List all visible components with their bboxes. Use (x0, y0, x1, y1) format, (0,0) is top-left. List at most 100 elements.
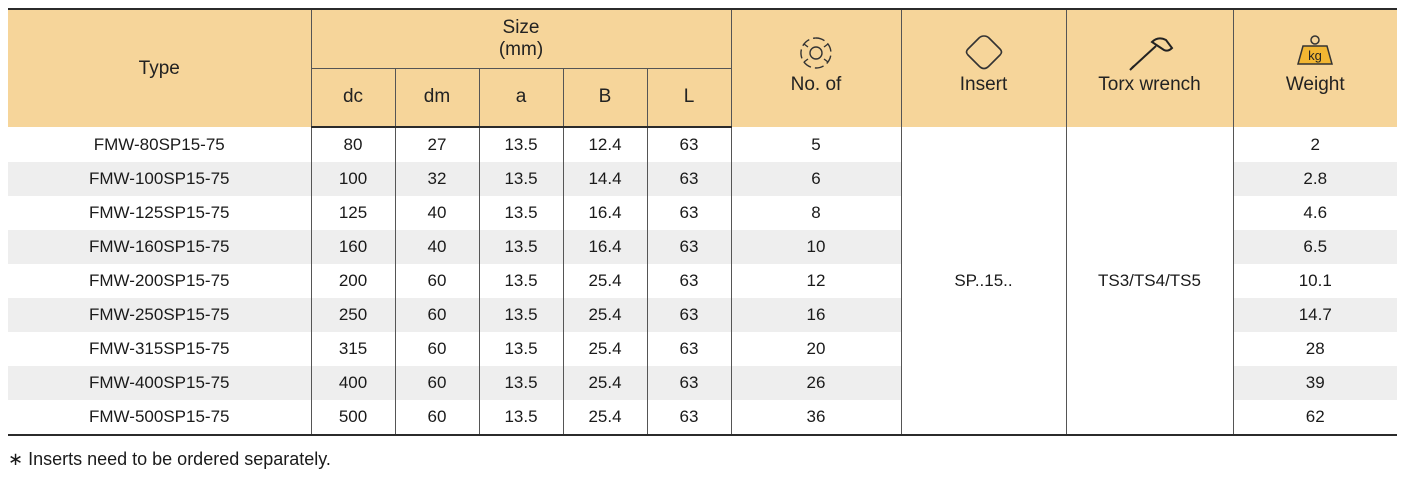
cell-weight: 4.6 (1232, 196, 1397, 230)
cell-b: 16.4 (562, 230, 647, 264)
cell-a: 13.5 (478, 230, 563, 264)
cell-dc: 500 (310, 400, 395, 436)
col-insert-header: Insert (900, 8, 1066, 127)
cell-dc: 250 (310, 298, 395, 332)
insert-label: Insert (959, 73, 1008, 95)
cell-weight: 2 (1232, 127, 1397, 162)
cell-weight: 2.8 (1232, 162, 1397, 196)
table-row: FMW-400SP15-75 400 60 13.5 25.4 63 26 39 (8, 366, 1397, 400)
cell-l: 63 (646, 366, 731, 400)
col-type-header: Type (8, 8, 311, 127)
cell-dc: 100 (310, 162, 395, 196)
cell-a: 13.5 (478, 162, 563, 196)
cell-dm: 60 (394, 264, 479, 298)
cell-dm: 32 (394, 162, 479, 196)
cell-no-of: 26 (730, 366, 901, 400)
cell-weight: 39 (1232, 366, 1397, 400)
insert-count-icon (732, 32, 901, 74)
cell-l: 63 (646, 264, 731, 298)
cell-b: 25.4 (562, 366, 647, 400)
table-row: FMW-125SP15-75 125 40 13.5 16.4 63 8 4.6 (8, 196, 1397, 230)
cell-dm: 60 (394, 400, 479, 436)
cell-l: 63 (646, 298, 731, 332)
cell-b: 12.4 (562, 127, 647, 162)
cell-type: FMW-250SP15-75 (8, 298, 311, 332)
col-b-header: B (562, 67, 647, 128)
cell-type: FMW-160SP15-75 (8, 230, 311, 264)
cell-insert: SP..15.. (900, 127, 1066, 436)
size-unit: (mm) (498, 38, 544, 60)
cell-type: FMW-125SP15-75 (89, 203, 230, 222)
cell-a: 13.5 (478, 366, 563, 400)
cell-no-of: 16 (730, 298, 901, 332)
table-body: FMW-80SP15-75 80 27 13.5 12.4 63 5 SP..1… (8, 127, 1397, 436)
cell-dc: 400 (310, 366, 395, 400)
cell-dm: 60 (394, 332, 479, 366)
cell-weight: 6.5 (1232, 230, 1397, 264)
col-dm-header: dm (394, 67, 479, 128)
cell-dc: 125 (310, 196, 395, 230)
weight-kg-icon: kg (1234, 32, 1398, 74)
cell-no-of: 20 (730, 332, 901, 366)
cell-no-of: 8 (730, 196, 901, 230)
col-dc-header: dc (310, 67, 395, 128)
table-row: FMW-160SP15-75 160 40 13.5 16.4 63 10 6.… (8, 230, 1397, 264)
table-row: FMW-80SP15-75 80 27 13.5 12.4 63 5 SP..1… (8, 127, 1397, 436)
table-row: FMW-100SP15-75 100 32 13.5 14.4 63 6 2.8 (8, 162, 1397, 196)
cell-type: FMW-80SP15-75 (93, 134, 225, 154)
cell-a: 13.5 (478, 264, 563, 298)
cell-weight: 62 (1232, 400, 1397, 436)
table-row: FMW-500SP15-75 500 60 13.5 25.4 63 36 62 (8, 400, 1397, 436)
cell-weight: 14.7 (1232, 298, 1397, 332)
cell-b: 25.4 (562, 332, 647, 366)
cell-type: FMW-400SP15-75 (8, 366, 311, 400)
cell-l: 63 (646, 332, 731, 366)
cell-l: 63 (646, 196, 731, 230)
cell-no-of: 5 (730, 127, 901, 162)
cell-l: 63 (646, 162, 731, 196)
cell-dm: 27 (394, 127, 479, 162)
cell-l: 63 (646, 127, 731, 162)
col-a-header: a (478, 67, 563, 128)
cell-weight: 28 (1232, 332, 1397, 366)
cell-type: FMW-500SP15-75 (8, 400, 311, 436)
cell-b: 25.4 (562, 264, 647, 298)
cell-type: FMW-315SP15-75 (89, 339, 230, 358)
torx-label: Torx wrench (1098, 73, 1201, 95)
cell-a: 13.5 (478, 400, 563, 436)
size-label: Size (502, 16, 540, 38)
col-size-header: Size (mm) (310, 8, 731, 68)
cell-dc: 160 (310, 230, 395, 264)
weight-label: Weight (1285, 73, 1345, 95)
cell-a: 13.5 (478, 127, 563, 162)
cell-dc: 80 (310, 127, 395, 162)
cell-l: 63 (646, 230, 731, 264)
col-no-of-header: No. of (730, 8, 901, 127)
cell-b: 14.4 (562, 162, 647, 196)
cell-b: 25.4 (562, 298, 647, 332)
table-row: FMW-200SP15-75 200 60 13.5 25.4 63 12 10… (8, 264, 1397, 298)
table-row: FMW-315SP15-75 315 60 13.5 25.4 63 20 28 (8, 332, 1397, 366)
cell-a: 13.5 (478, 332, 563, 366)
torx-wrench-icon (1067, 32, 1233, 74)
product-table: Type Size (mm) No. of (8, 8, 1397, 436)
cell-dc: 315 (310, 332, 395, 366)
cell-type: FMW-200SP15-75 (89, 271, 230, 290)
cell-dm: 40 (394, 230, 479, 264)
square-insert-icon (902, 32, 1066, 74)
cell-no-of: 36 (730, 400, 901, 436)
no-of-label: No. of (790, 73, 842, 95)
cell-dm: 60 (394, 298, 479, 332)
footnote: ∗ Inserts need to be ordered separately. (8, 449, 331, 469)
cell-no-of: 10 (730, 230, 901, 264)
col-torx-header: Torx wrench (1065, 8, 1233, 127)
cell-l: 63 (646, 400, 731, 436)
cell-a: 13.5 (478, 298, 563, 332)
table-row: FMW-250SP15-75 250 60 13.5 25.4 63 16 14… (8, 298, 1397, 332)
col-weight-header: kg Weight (1232, 8, 1398, 127)
cell-b: 16.4 (562, 196, 647, 230)
cell-dm: 60 (394, 366, 479, 400)
table-header: Type Size (mm) No. of (8, 8, 1398, 128)
cell-weight: 10.1 (1232, 264, 1397, 298)
